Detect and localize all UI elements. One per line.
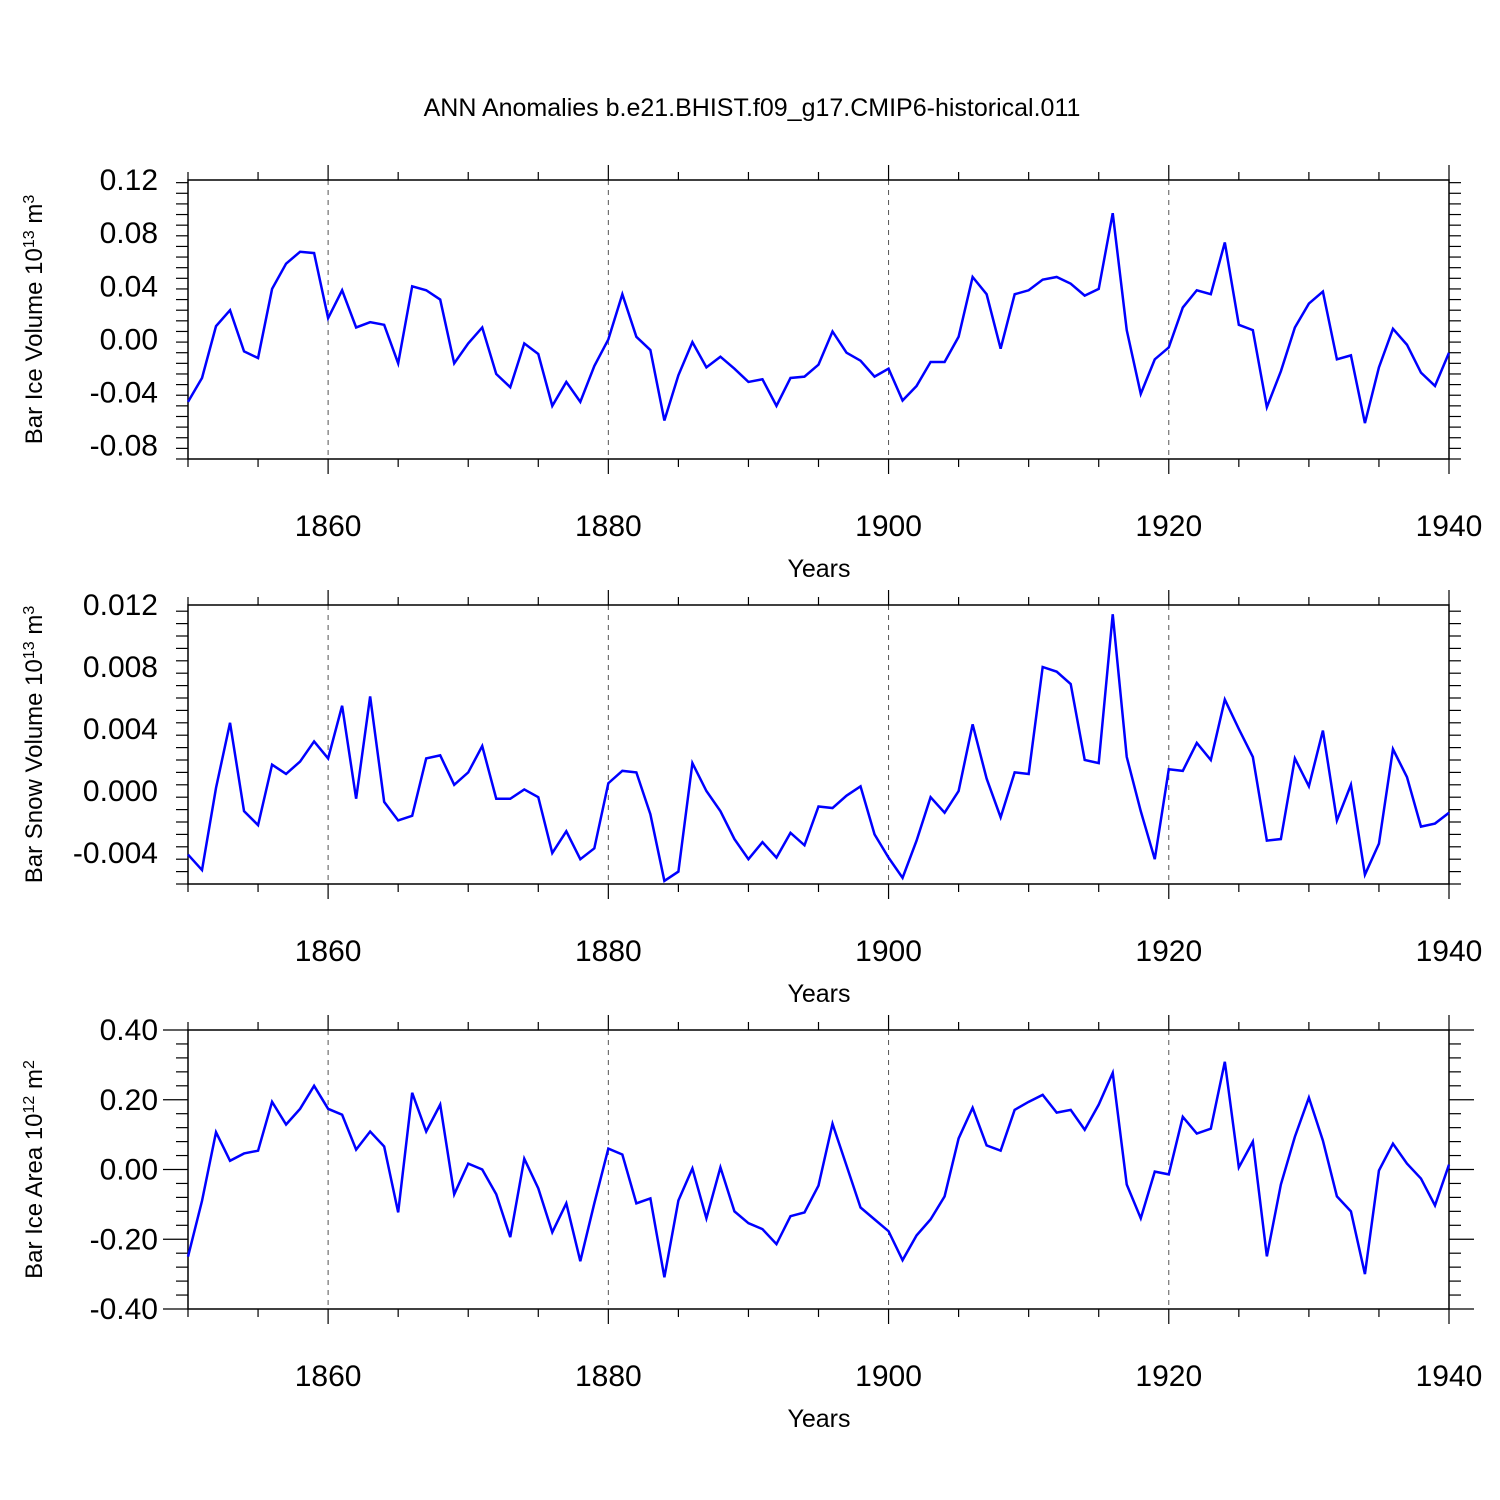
y-tick-label: 0.12	[100, 164, 158, 197]
y-tick-label: 0.40	[100, 1014, 158, 1047]
x-tick-label: 1920	[1135, 510, 1202, 543]
y-tick-label: 0.004	[83, 713, 158, 746]
x-tick-label: 1880	[575, 935, 642, 968]
panel-snow-volume-ylabel: Bar Snow Volume 1013 m3	[21, 606, 49, 884]
ice-volume-series-line	[186, 212, 1451, 424]
x-tick-label: 1900	[855, 510, 922, 543]
x-tick-label: 1860	[295, 510, 362, 543]
y-tick-label: 0.012	[83, 589, 158, 622]
x-tick-label: 1900	[855, 935, 922, 968]
y-tick-label: -0.20	[90, 1223, 158, 1256]
panel-ice-volume-ylabel: Bar Ice Volume 1013 m3	[21, 195, 49, 445]
y-tick-label: 0.008	[83, 651, 158, 684]
chart-title: ANN Anomalies b.e21.BHIST.f09_g17.CMIP6-…	[424, 94, 1081, 122]
y-tick-label: 0.08	[100, 217, 158, 250]
snow-volume-series-line	[187, 614, 1450, 883]
panel-ice-area-ylabel: Bar Ice Area 1012 m2	[21, 1060, 49, 1279]
y-tick-label: -0.08	[90, 430, 158, 463]
x-tick-label: 1880	[575, 510, 642, 543]
y-tick-label: 0.04	[100, 270, 158, 303]
y-tick-label: -0.40	[90, 1293, 158, 1326]
panel-snow-volume: -0.004 0.000 0.004 0.008 0.012 1860 1880 1900 19…	[21, 589, 1483, 1008]
panel-snow-volume-xlabel: Years	[787, 980, 850, 1008]
x-tick-label: 1900	[855, 1360, 922, 1393]
plot-frame	[187, 1029, 1450, 1310]
x-tick-label: 1920	[1135, 935, 1202, 968]
x-tick-label: 1940	[1416, 1360, 1483, 1393]
panel-ice-volume-xlabel: Years	[787, 555, 850, 583]
y-tick-label: 0.00	[100, 323, 158, 356]
panel-ice-area: -0.40 -0.20 0.00 0.20 0.40 1860 1880 1900 1920 19…	[21, 1014, 1483, 1433]
y-tick-label: -0.004	[73, 837, 158, 870]
x-tick-label: 1920	[1135, 1360, 1202, 1393]
x-tick-label: 1860	[295, 1360, 362, 1393]
plot-frame	[187, 179, 1450, 460]
y-tick-label: 0.20	[100, 1084, 158, 1117]
x-tick-label: 1940	[1416, 510, 1483, 543]
panel-ice-area-xlabel: Years	[787, 1405, 850, 1433]
y-tick-label: 0.000	[83, 775, 158, 808]
x-tick-label: 1880	[575, 1360, 642, 1393]
panel-ice-volume: -0.08 -0.04 0.00 0.04 0.08 0.12 1860 1880 1900 19…	[21, 164, 1483, 583]
x-tick-label: 1940	[1416, 935, 1483, 968]
ice-area-series-line	[186, 1061, 1451, 1278]
y-tick-label: 0.00	[100, 1154, 158, 1187]
y-tick-label: -0.04	[90, 377, 158, 410]
x-tick-label: 1860	[295, 935, 362, 968]
